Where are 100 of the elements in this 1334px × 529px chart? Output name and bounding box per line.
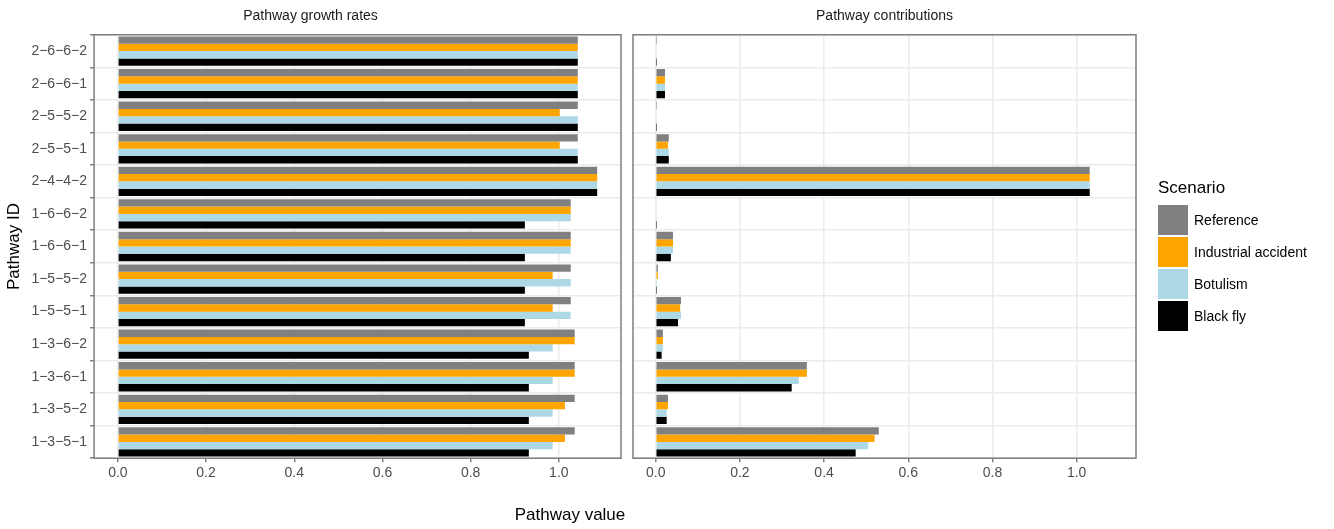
y-tick-label: 1−3−5−2	[31, 400, 88, 417]
bar	[656, 394, 668, 403]
x-tick-label: 0.0	[108, 464, 128, 481]
bar	[118, 329, 575, 337]
bar	[656, 304, 681, 312]
bar	[656, 239, 673, 247]
bar	[656, 409, 667, 417]
x-tick-label: 0.0	[646, 464, 666, 481]
bar	[118, 156, 578, 164]
bar	[118, 148, 578, 157]
bar	[118, 394, 575, 403]
bar	[118, 344, 553, 352]
bar	[118, 304, 553, 312]
bar	[656, 134, 669, 142]
legend-label: Black fly	[1194, 308, 1247, 324]
bar	[656, 181, 1090, 189]
y-tick-label: 2−6−6−2	[31, 41, 88, 58]
bar	[118, 58, 578, 66]
y-axis-title: Pathway ID	[3, 203, 23, 290]
x-tick-label: 1.0	[549, 464, 569, 481]
bar	[656, 384, 792, 392]
y-tick-label: 1−5−5−1	[31, 302, 88, 319]
x-tick-label: 0.6	[372, 464, 393, 481]
bar	[656, 351, 662, 359]
bar	[656, 90, 665, 99]
bar	[118, 213, 571, 222]
bar	[118, 43, 578, 52]
bar	[656, 329, 663, 337]
y-tick-label: 1−6−6−2	[31, 204, 88, 221]
bar	[656, 434, 875, 442]
bar	[118, 174, 598, 182]
bar	[118, 362, 575, 370]
bar	[118, 51, 578, 59]
bar	[656, 253, 671, 262]
bar	[656, 318, 679, 327]
bar	[656, 231, 673, 240]
bar	[118, 181, 598, 189]
x-tick-label: 0.2	[730, 464, 750, 481]
bar	[118, 199, 571, 207]
bar	[118, 376, 553, 385]
bar	[118, 296, 571, 305]
bar	[118, 434, 565, 442]
bar	[118, 69, 578, 77]
x-tick-label: 0.8	[982, 464, 1003, 481]
bar	[118, 116, 578, 124]
bar	[118, 369, 575, 377]
bar	[118, 246, 571, 254]
x-tick-label: 0.8	[460, 464, 481, 481]
bar	[656, 76, 665, 84]
bar	[656, 69, 665, 77]
x-axis-title: Pathway value	[513, 505, 627, 525]
bar	[656, 402, 668, 410]
bar	[656, 416, 667, 424]
bar	[656, 441, 869, 450]
bar	[118, 76, 578, 84]
bar	[656, 83, 665, 91]
bar	[118, 402, 565, 410]
bar	[656, 166, 1090, 175]
x-tick-label: 0.4	[284, 464, 305, 481]
bar	[118, 271, 553, 280]
bar	[118, 279, 571, 287]
bar	[656, 296, 681, 305]
bar	[118, 108, 560, 117]
x-tick-label: 0.6	[898, 464, 919, 481]
bar	[656, 246, 673, 254]
y-tick-label: 1−6−6−1	[31, 237, 88, 254]
y-tick-label: 2−6−6−1	[31, 74, 88, 91]
bar	[118, 286, 525, 294]
bar	[118, 101, 578, 109]
y-tick-label: 1−3−6−2	[31, 335, 88, 352]
x-tick-label: 1.0	[1066, 464, 1087, 481]
bar	[656, 376, 799, 385]
y-tick-label: 1−3−5−1	[31, 432, 88, 449]
x-tick-label: 0.2	[196, 464, 217, 481]
bar	[656, 427, 879, 435]
bar	[118, 441, 553, 450]
bar	[656, 369, 807, 377]
bar	[118, 427, 575, 435]
bar	[118, 188, 598, 197]
y-tick-label: 2−5−5−2	[31, 107, 88, 124]
bar	[118, 90, 578, 99]
bar	[118, 221, 525, 229]
legend-label: Industrial accident	[1194, 244, 1307, 260]
bar	[118, 206, 571, 214]
bar	[118, 253, 525, 262]
bar	[118, 141, 560, 149]
chart-title: Pathway contributions	[816, 7, 953, 24]
y-tick-label: 1−3−6−1	[31, 367, 88, 384]
bar	[656, 362, 807, 370]
bar	[656, 336, 663, 345]
bar	[118, 83, 578, 91]
bar	[656, 141, 668, 149]
bar	[118, 264, 571, 272]
legend-label: Botulism	[1194, 276, 1248, 292]
y-tick-label: 1−5−5−2	[31, 269, 88, 286]
bar	[118, 351, 529, 359]
bar	[118, 409, 553, 417]
bar	[656, 174, 1090, 182]
bar	[118, 231, 571, 240]
bar	[656, 188, 1090, 197]
